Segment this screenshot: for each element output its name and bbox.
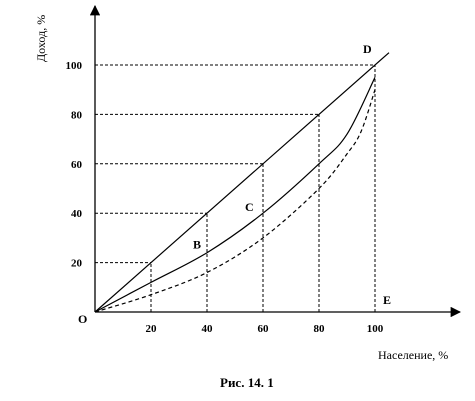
figure-caption: Рис. 14. 1 [220,375,274,390]
x-tick-label-20: 20 [146,323,158,335]
y-tick-label-100: 100 [66,60,83,72]
x-tick-label-80: 80 [314,323,326,335]
series-line-2 [94,89,376,313]
point-label-d: D [363,42,372,56]
series-layer [94,52,390,313]
series-line-1 [94,77,376,313]
y-tick-label-20: 20 [71,258,83,270]
x-tick-label-100: 100 [367,323,384,335]
y-tick-label-80: 80 [71,109,83,121]
y-axis-label: Доход, % [34,15,48,62]
tick-labels: 20 40 60 80 100 20 40 60 80 100 [66,60,384,335]
point-labels: D C B E [193,42,391,307]
point-label-c: C [245,200,254,214]
point-label-b: B [193,238,201,252]
x-tick-label-60: 60 [258,323,270,335]
point-label-e: E [383,293,391,307]
reference-lines [95,64,376,312]
y-tick-label-40: 40 [71,208,83,220]
series-line-0 [94,52,390,313]
origin-label: O [78,312,87,326]
y-tick-label-60: 60 [71,159,83,171]
x-axis-label: Население, % [378,348,448,362]
x-tick-label-40: 40 [202,323,214,335]
